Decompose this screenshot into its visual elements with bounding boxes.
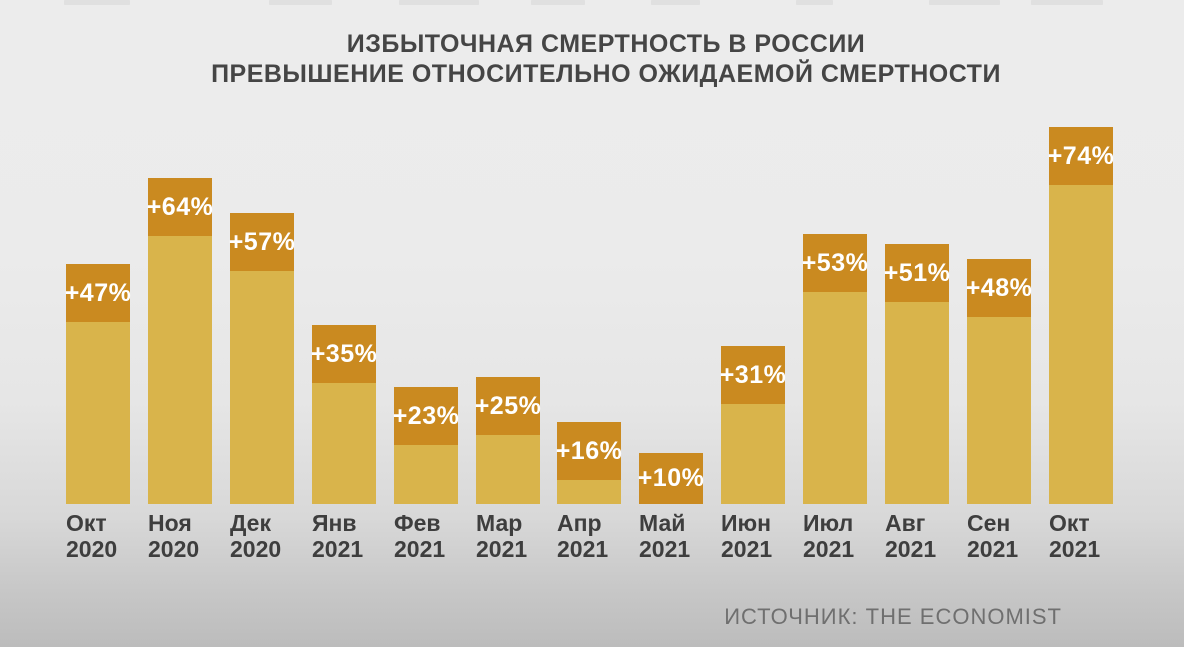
bar-cap-segment: +53% xyxy=(801,234,869,292)
top-edge-artifact xyxy=(651,0,700,5)
bar: +53% xyxy=(801,234,869,504)
bar-cap-segment: +35% xyxy=(310,325,378,383)
x-tick-label: Май 2021 xyxy=(639,510,690,562)
x-tick-label: Мар 2021 xyxy=(476,510,527,562)
x-tick-month: Фев xyxy=(394,510,441,536)
bar: +48% xyxy=(965,259,1033,504)
x-tick-year: 2021 xyxy=(394,536,446,562)
x-tick-month: Окт xyxy=(66,510,107,536)
x-tick-year: 2021 xyxy=(885,536,937,562)
x-tick-month: Авг xyxy=(885,510,926,536)
bar-cap-segment: +47% xyxy=(64,264,132,322)
bar: +47% xyxy=(64,264,132,504)
bar: +10% xyxy=(637,453,705,504)
bar-value-label: +23% xyxy=(392,401,460,430)
x-tick-month: Ноя xyxy=(148,510,192,536)
bar: +51% xyxy=(883,244,951,504)
x-tick-year: 2021 xyxy=(1049,536,1101,562)
bar: +74% xyxy=(1047,127,1115,504)
bar-cap-segment: +48% xyxy=(965,259,1033,317)
bar-cap-segment: +25% xyxy=(474,377,542,435)
x-tick-label: Дек 2020 xyxy=(230,510,281,562)
bar-value-label: +47% xyxy=(64,278,132,307)
bar-cap-segment: +57% xyxy=(228,213,296,271)
x-tick-month: Июн xyxy=(721,510,772,536)
bar: +25% xyxy=(474,377,542,504)
bar-cap-segment: +10% xyxy=(637,453,705,504)
bar-cap-segment: +51% xyxy=(883,244,951,302)
x-tick-month: Окт xyxy=(1049,510,1090,536)
x-tick-year: 2020 xyxy=(66,536,118,562)
bar: +16% xyxy=(555,422,623,504)
bar: +23% xyxy=(392,387,460,504)
bar-value-label: +25% xyxy=(474,391,542,420)
x-tick-month: Июл xyxy=(803,510,854,536)
x-tick-year: 2021 xyxy=(557,536,609,562)
bar-value-label: +51% xyxy=(883,258,951,287)
bar-cap-segment: +74% xyxy=(1047,127,1115,185)
bar: +31% xyxy=(719,346,787,504)
bar: +57% xyxy=(228,213,296,504)
bar-value-label: +48% xyxy=(965,273,1033,302)
x-tick-year: 2021 xyxy=(639,536,691,562)
top-edge-artifact xyxy=(64,0,130,5)
bar-cap-segment: +64% xyxy=(146,178,214,236)
x-tick-year: 2021 xyxy=(803,536,855,562)
bar-cap-segment: +16% xyxy=(555,422,623,480)
x-tick-label: Янв 2021 xyxy=(312,510,363,562)
x-tick-month: Апр xyxy=(557,510,602,536)
x-tick-label: Апр 2021 xyxy=(557,510,608,562)
x-tick-label: Ноя 2020 xyxy=(148,510,199,562)
x-tick-label: Окт 2020 xyxy=(66,510,117,562)
top-edge-artifact xyxy=(269,0,332,5)
bar-body-segment xyxy=(1049,127,1113,504)
chart-title-block: ИЗБЫТОЧНАЯ СМЕРТНОСТЬ В РОССИИ ПРЕВЫШЕНИ… xyxy=(0,29,1184,89)
x-tick-label: Июн 2021 xyxy=(721,510,772,562)
bar-value-label: +74% xyxy=(1047,141,1115,170)
x-tick-label: Фев 2021 xyxy=(394,510,445,562)
x-tick-month: Янв xyxy=(312,510,357,536)
x-tick-label: Июл 2021 xyxy=(803,510,854,562)
x-tick-label: Сен 2021 xyxy=(967,510,1018,562)
x-tick-month: Сен xyxy=(967,510,1011,536)
source-note: ИСТОЧНИК: THE ECONOMIST xyxy=(724,604,1062,629)
top-edge-artifact xyxy=(1031,0,1103,5)
bar-value-label: +53% xyxy=(801,248,869,277)
x-tick-year: 2021 xyxy=(967,536,1019,562)
bar-value-label: +35% xyxy=(310,339,378,368)
bar-cap-segment: +23% xyxy=(392,387,460,445)
top-edge-artifact xyxy=(929,0,1000,5)
x-tick-year: 2021 xyxy=(476,536,528,562)
x-tick-year: 2021 xyxy=(721,536,773,562)
bar: +35% xyxy=(310,325,378,504)
chart-title: ИЗБЫТОЧНАЯ СМЕРТНОСТЬ В РОССИИ xyxy=(346,30,866,58)
x-tick-month: Дек xyxy=(230,510,271,536)
bar-value-label: +57% xyxy=(228,227,296,256)
bar-value-label: +64% xyxy=(146,192,214,221)
x-tick-label: Окт 2021 xyxy=(1049,510,1100,562)
bar-value-label: +31% xyxy=(719,360,787,389)
bar: +64% xyxy=(146,178,214,504)
bar-cap-segment: +31% xyxy=(719,346,787,404)
x-tick-year: 2020 xyxy=(230,536,282,562)
top-edge-artifact xyxy=(796,0,833,5)
top-edge-artifact xyxy=(531,0,585,5)
top-edge-artifact xyxy=(399,0,479,5)
x-tick-year: 2020 xyxy=(148,536,200,562)
x-tick-month: Май xyxy=(639,510,686,536)
bar-value-label: +10% xyxy=(637,464,705,492)
chart-subtitle: ПРЕВЫШЕНИЕ ОТНОСИТЕЛЬНО ОЖИДАЕМОЙ СМЕРТН… xyxy=(211,60,1001,88)
bar-value-label: +16% xyxy=(555,436,623,465)
x-tick-month: Мар xyxy=(476,510,523,536)
x-tick-label: Авг 2021 xyxy=(885,510,936,562)
x-tick-year: 2021 xyxy=(312,536,364,562)
